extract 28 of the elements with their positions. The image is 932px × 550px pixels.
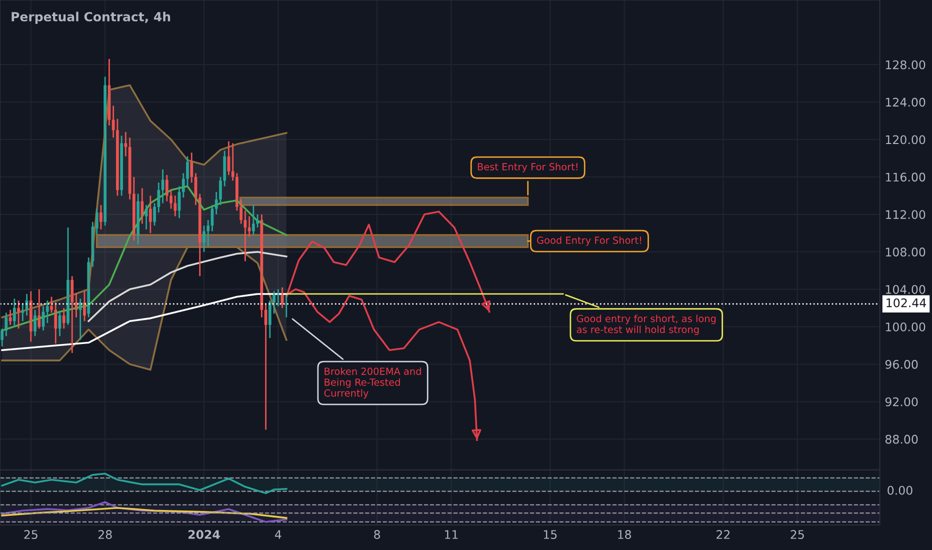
x-tick-label: 15 — [544, 530, 557, 539]
x-tick-label: 25 — [24, 530, 38, 539]
x-tick-label: 8 — [374, 530, 380, 539]
band-label: Best Entry For Short! — [478, 162, 578, 172]
text: Perpetual Contract, 4h — [12, 12, 170, 24]
y-tick-label: 108.00 — [886, 248, 926, 256]
y-tick-label: 92.00 — [885, 397, 918, 406]
x-tick-label: 28 — [98, 530, 112, 539]
x-tick-label: 22 — [716, 530, 730, 539]
x-tick-label: 2024 — [188, 530, 220, 539]
x-tick-label: 18 — [618, 530, 632, 539]
text: 0.00 — [888, 486, 912, 495]
band-label: Good Entry For Short! — [537, 236, 641, 246]
y-tick-label: 100.00 — [886, 322, 926, 332]
y-tick-label: 112.00 — [886, 210, 926, 220]
y-tick-label: 128.00 — [886, 60, 926, 70]
y-tick-label: 120.00 — [886, 135, 926, 144]
y-tick-label: 88.00 — [885, 434, 918, 444]
y-tick-label: 116.00 — [886, 172, 926, 182]
annotation: Broken 200EMA and Being Re-Tested Currently — [324, 367, 421, 399]
y-tick-label: 124.00 — [886, 98, 926, 107]
y-tick-label: 104.00 — [886, 285, 926, 294]
y-tick-label: 96.00 — [885, 360, 918, 369]
ref-line-label: Good entry for short, as long as re-test will hold strong — [576, 314, 716, 336]
ref-line-label: 102.44 — [886, 298, 926, 308]
x-tick-label: 4 — [274, 530, 282, 539]
x-tick-label: 11 — [445, 530, 458, 539]
x-tick-label: 25 — [790, 530, 804, 539]
